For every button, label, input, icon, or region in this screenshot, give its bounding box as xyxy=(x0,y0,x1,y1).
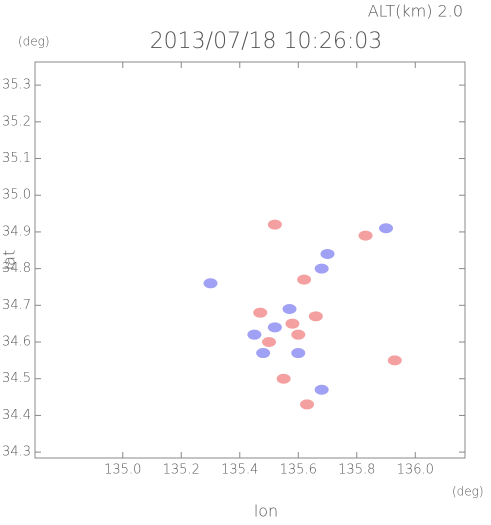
x-unit: (deg) xyxy=(452,485,484,499)
y-tick-label: 34.8 xyxy=(2,261,31,276)
x-tick-label: 135.0 xyxy=(104,463,141,478)
y-tick-label: 35.2 xyxy=(2,114,31,129)
plot-frame xyxy=(34,61,466,459)
echo-point xyxy=(253,307,268,318)
y-unit: (deg) xyxy=(18,35,50,49)
chart-title: 2013/07/18 10:26:03 xyxy=(150,29,383,54)
echo-point xyxy=(300,399,315,410)
echo-point xyxy=(387,355,402,366)
echo-point xyxy=(256,348,271,359)
echo-point xyxy=(267,322,282,333)
y-tick-label: 34.5 xyxy=(2,371,31,386)
x-axis-label: lon xyxy=(254,502,278,521)
x-tick-label: 135.6 xyxy=(280,463,317,478)
echo-point xyxy=(308,311,323,322)
y-axis-label: lat xyxy=(0,250,19,271)
echo-point xyxy=(291,329,306,340)
echo-point xyxy=(282,303,297,314)
y-tick-label: 35.0 xyxy=(2,188,31,203)
echo-point xyxy=(297,274,312,285)
echo-point xyxy=(314,384,329,395)
echo-point xyxy=(379,223,394,234)
y-tick-label: 34.9 xyxy=(2,224,31,239)
y-tick-label: 35.3 xyxy=(2,78,31,93)
echo-point xyxy=(358,230,373,241)
x-tick-label: 135.8 xyxy=(338,463,375,478)
y-tick-label: 34.7 xyxy=(2,298,31,313)
x-tick-label: 135.4 xyxy=(221,463,258,478)
echo-point xyxy=(320,248,335,259)
altitude-label: ALT(km) 2.0 xyxy=(368,2,463,21)
echo-point xyxy=(276,373,291,384)
echo-point xyxy=(267,219,282,230)
echo-point xyxy=(247,329,262,340)
echo-point xyxy=(262,337,277,348)
echo-point xyxy=(291,348,306,359)
y-tick-label: 34.4 xyxy=(2,408,31,423)
y-tick-label: 35.1 xyxy=(2,151,31,166)
y-tick-label: 34.6 xyxy=(2,335,31,350)
echo-point xyxy=(285,318,300,329)
echo-point xyxy=(203,278,218,289)
y-tick-label: 34.3 xyxy=(2,445,31,460)
x-tick-label: 136.0 xyxy=(397,463,434,478)
echo-point xyxy=(314,263,329,274)
x-tick-label: 135.2 xyxy=(163,463,200,478)
